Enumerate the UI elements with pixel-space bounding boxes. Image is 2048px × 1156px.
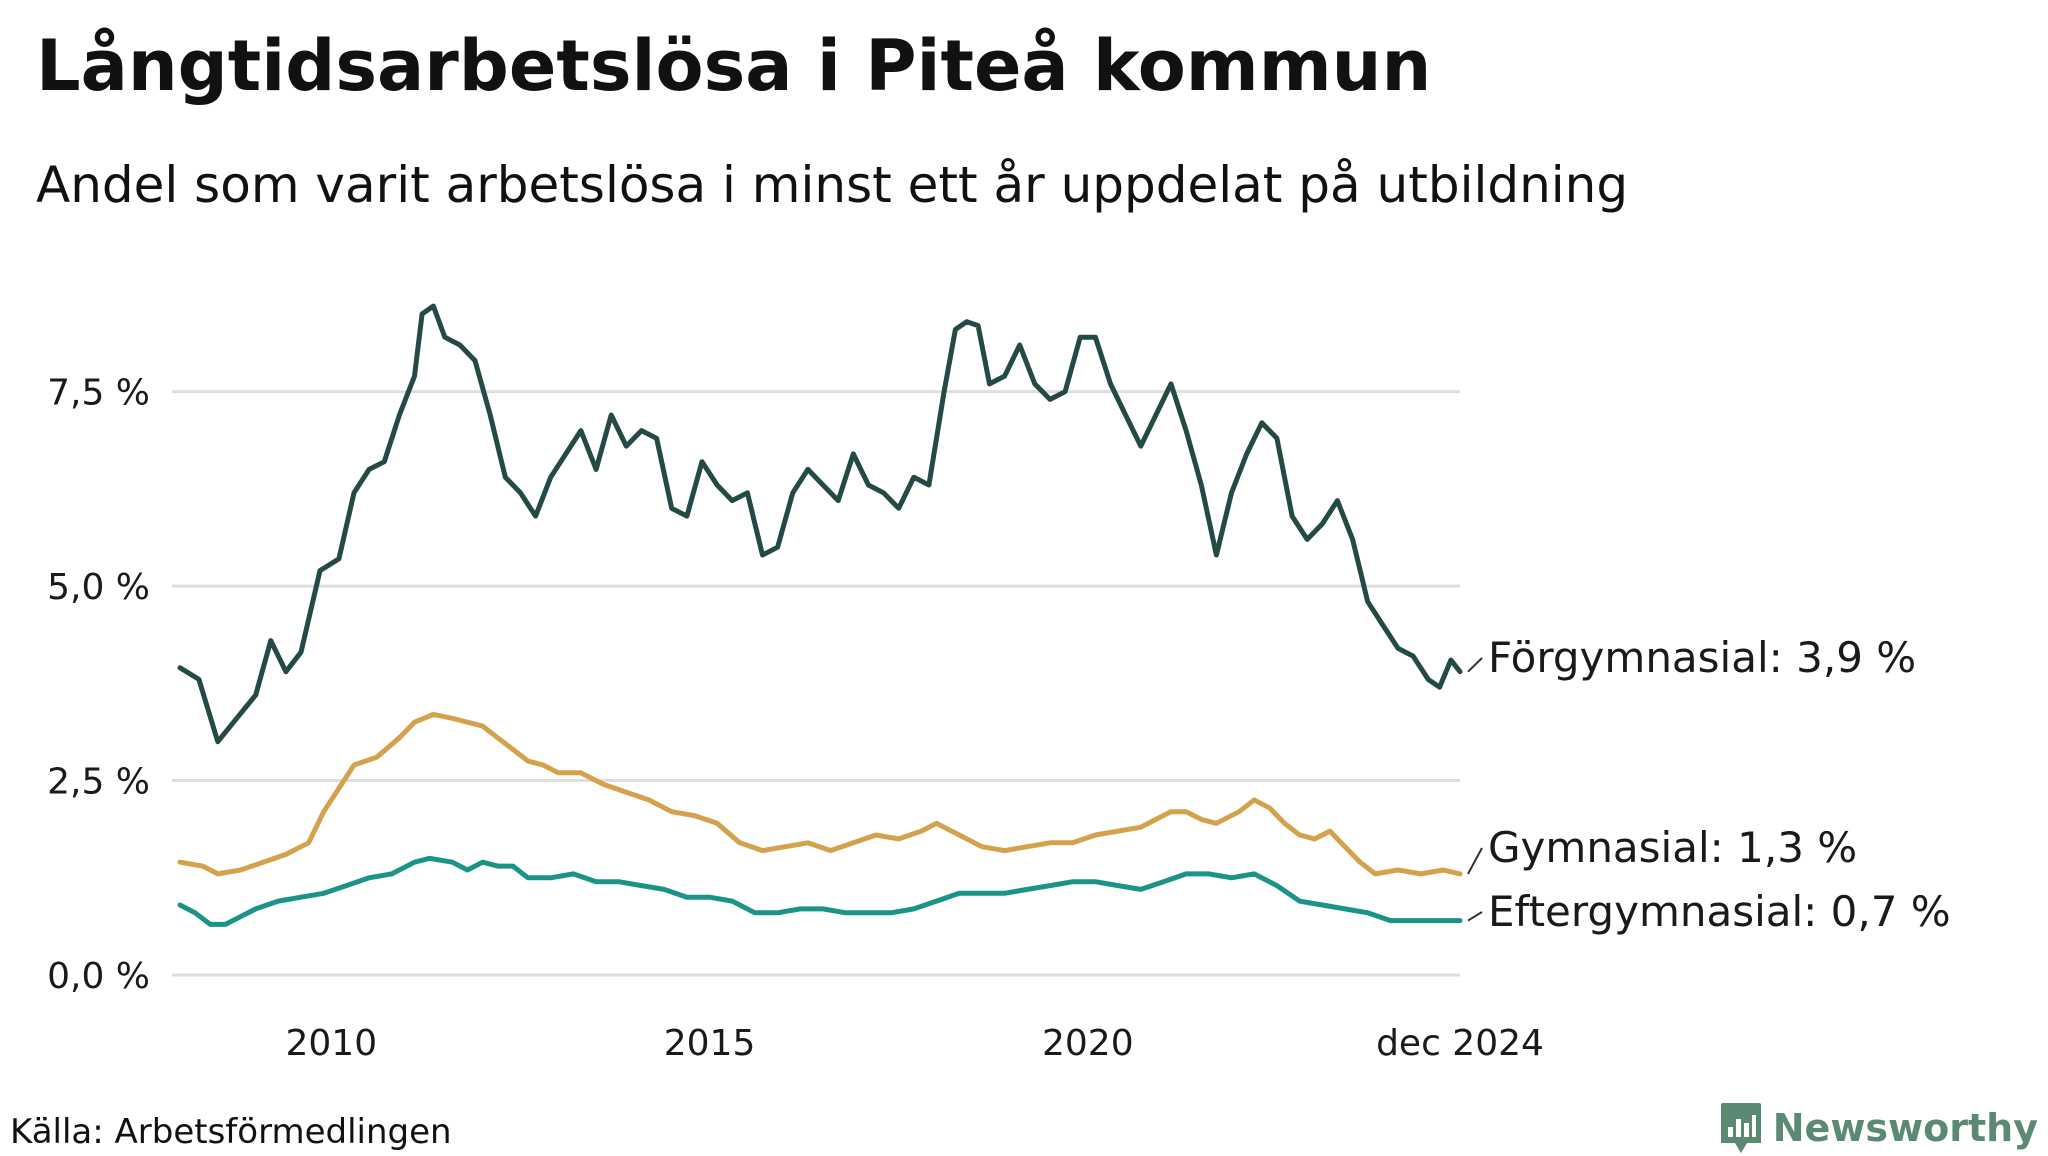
brand-name: Newsworthy (1772, 1106, 2038, 1150)
y-tick-label: 2,5 % (47, 762, 150, 803)
series-line-eftergymnasial (177, 855, 1463, 927)
x-tick-label: 2010 (285, 1023, 377, 1064)
source-note: Källa: Arbetsförmedlingen (10, 1112, 452, 1152)
x-tick-label: 2015 (664, 1023, 756, 1064)
y-axis-ticks: 0,0 % 2,5 % 5,0 % 7,5 % (47, 373, 150, 997)
newsworthy-logo-icon (1720, 1103, 1761, 1153)
x-axis-ticks: 2010 2015 2020 dec 2024 (285, 1023, 1543, 1064)
label-connector (1467, 911, 1483, 922)
series-line-gymnasial (177, 711, 1463, 877)
chart-subtitle: Andel som varit arbetslösa i minst ett å… (36, 156, 1629, 214)
series-lines (177, 303, 1463, 927)
series-end-label: Förgymnasial: 3,9 % (1488, 633, 1916, 682)
brand-logo: Newsworthy (1719, 1100, 2038, 1156)
y-tick-label: 5,0 % (47, 567, 150, 608)
series-end-label: Gymnasial: 1,3 % (1488, 823, 1857, 872)
label-connector (1467, 657, 1483, 673)
x-tick-label: dec 2024 (1376, 1023, 1544, 1064)
label-connector (1467, 847, 1483, 875)
y-tick-label: 7,5 % (47, 373, 150, 414)
x-tick-label: 2020 (1042, 1023, 1134, 1064)
series-end-labels: Förgymnasial: 3,9 % Gymnasial: 1,3 % Efter… (1467, 633, 1951, 936)
y-tick-label: 0,0 % (47, 956, 150, 997)
gridlines (172, 390, 1460, 977)
series-line-förgymnasial (177, 303, 1463, 745)
line-chart: 0,0 % 2,5 % 5,0 % 7,5 % 2010 2015 2020 dec 202… (47, 303, 1951, 1064)
chart-title: Långtidsarbetslösa i Piteå kommun (36, 25, 1432, 107)
series-end-label: Eftergymnasial: 0,7 % (1488, 887, 1951, 936)
